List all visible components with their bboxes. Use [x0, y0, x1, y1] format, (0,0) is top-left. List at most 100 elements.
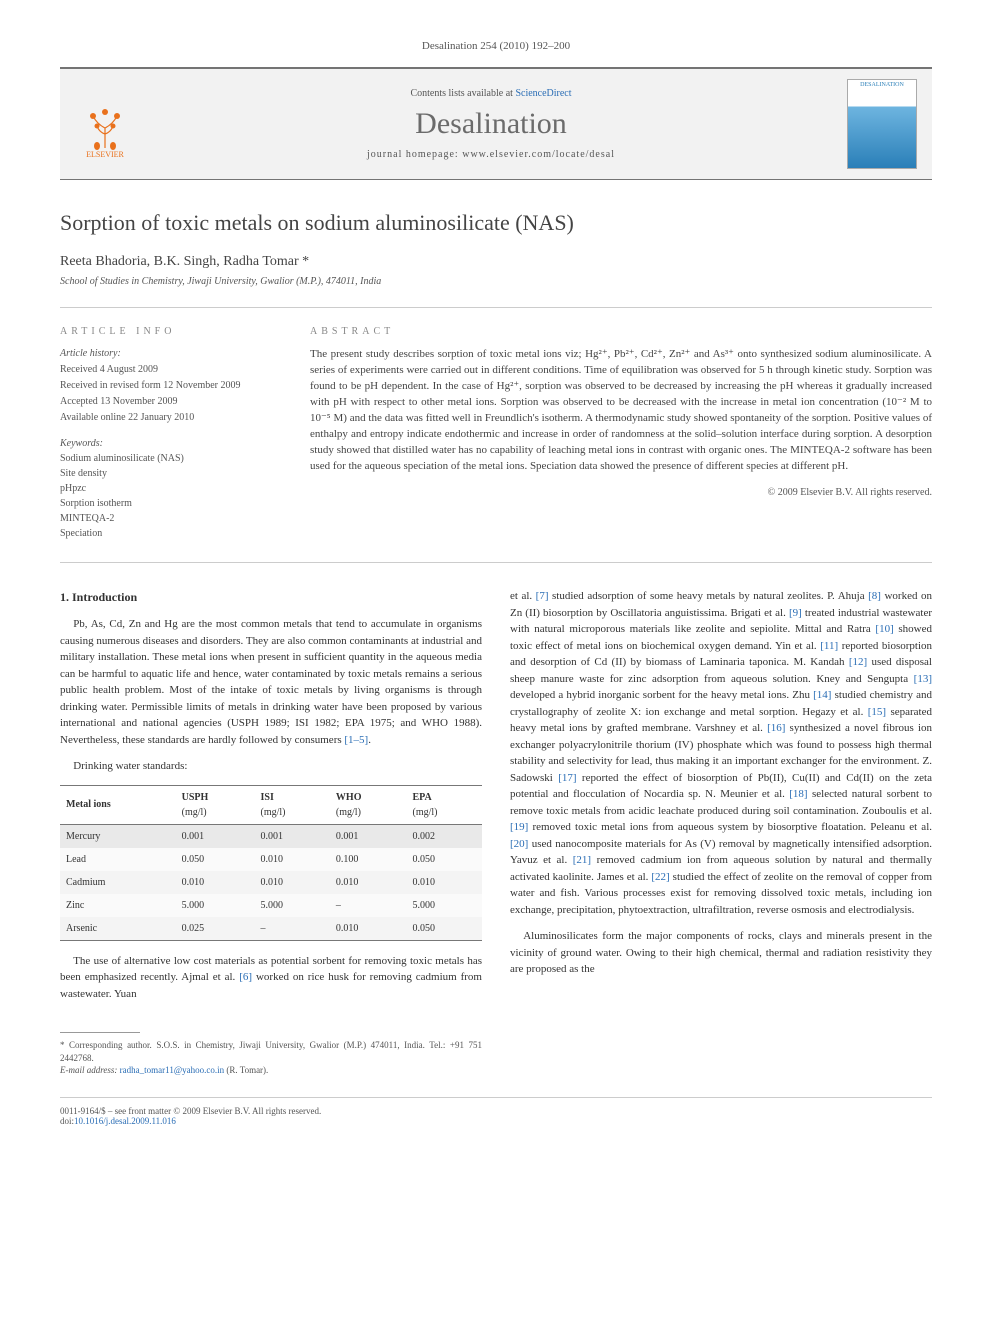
- keyword: MINTEQA-2: [60, 512, 280, 526]
- table-cell: 5.000: [254, 894, 329, 917]
- doi-link[interactable]: 10.1016/j.desal.2009.11.016: [74, 1116, 176, 1126]
- table-cell: Arsenic: [60, 917, 176, 941]
- body-text: .: [368, 734, 371, 746]
- keyword: Sorption isotherm: [60, 497, 280, 511]
- reference-link[interactable]: [21]: [573, 854, 591, 866]
- abstract-copyright: © 2009 Elsevier B.V. All rights reserved…: [310, 487, 932, 498]
- table-cell: 0.001: [254, 824, 329, 848]
- reference-link[interactable]: [16]: [767, 722, 785, 734]
- contents-prefix: Contents lists available at: [410, 88, 515, 99]
- table-cell: 0.010: [254, 871, 329, 894]
- corresponding-footnote: * Corresponding author. S.O.S. in Chemis…: [60, 1039, 482, 1064]
- body-text: Pb, As, Cd, Zn and Hg are the most commo…: [60, 618, 482, 746]
- author-names: Reeta Bhadoria, B.K. Singh, Radha Tomar: [60, 254, 302, 269]
- body-paragraph: Pb, As, Cd, Zn and Hg are the most commo…: [60, 616, 482, 748]
- table-cell: 0.001: [330, 824, 407, 848]
- body-text: developed a hybrid inorganic sorbent for…: [510, 689, 813, 701]
- authors: Reeta Bhadoria, B.K. Singh, Radha Tomar …: [60, 254, 932, 270]
- table-row: Zinc5.0005.000–5.000: [60, 894, 482, 917]
- table-header: ISI(mg/l): [254, 785, 329, 824]
- online-date: Available online 22 January 2010: [60, 411, 280, 425]
- table-cell: Mercury: [60, 824, 176, 848]
- body-text: studied adsorption of some heavy metals …: [549, 590, 869, 602]
- revised-date: Received in revised form 12 November 200…: [60, 379, 280, 393]
- table-cell: –: [330, 894, 407, 917]
- email-footnote: E-mail address: radha_tomar11@yahoo.co.i…: [60, 1064, 482, 1077]
- homepage-url[interactable]: www.elsevier.com/locate/desal: [462, 149, 615, 160]
- section-heading: 1. Introduction: [60, 588, 482, 606]
- reference-link[interactable]: [14]: [813, 689, 831, 701]
- table-header: Metal ions: [60, 785, 176, 824]
- reference-link[interactable]: [22]: [651, 871, 669, 883]
- table-cell: 0.100: [330, 848, 407, 871]
- reference-link[interactable]: [9]: [789, 607, 802, 619]
- table-row: Arsenic0.025–0.0100.050: [60, 917, 482, 941]
- affiliation: School of Studies in Chemistry, Jiwaji U…: [60, 276, 932, 287]
- reference-link[interactable]: [10]: [875, 623, 893, 635]
- reference-link[interactable]: [13]: [914, 673, 932, 685]
- body-paragraph: The use of alternative low cost material…: [60, 953, 482, 1003]
- table-row: Lead0.0500.0100.1000.050: [60, 848, 482, 871]
- table-row: Cadmium0.0100.0100.0100.010: [60, 871, 482, 894]
- journal-reference: Desalination 254 (2010) 192–200: [60, 40, 932, 52]
- homepage-prefix: journal homepage:: [367, 149, 462, 160]
- article-info-heading: ARTICLE INFO: [60, 326, 280, 337]
- body-paragraph: et al. [7] studied adsorption of some he…: [510, 588, 932, 918]
- reference-link[interactable]: [17]: [558, 772, 576, 784]
- table-cell: 0.002: [407, 824, 482, 848]
- table-cell: 0.050: [407, 917, 482, 941]
- body-paragraph: Drinking water standards:: [60, 758, 482, 775]
- table-cell: 0.010: [407, 871, 482, 894]
- history-label: Article history:: [60, 347, 280, 361]
- publisher-label: ELSEVIER: [86, 150, 124, 159]
- body-paragraph: Aluminosilicates form the major componen…: [510, 928, 932, 978]
- elsevier-tree-icon: [83, 102, 127, 150]
- keyword: pHpzc: [60, 482, 280, 496]
- front-matter-line: 0011-9164/$ – see front matter © 2009 El…: [60, 1106, 932, 1116]
- table-cell: 0.010: [176, 871, 255, 894]
- page-footer: 0011-9164/$ – see front matter © 2009 El…: [60, 1097, 932, 1126]
- abstract-text: The present study describes sorption of …: [310, 347, 932, 475]
- table-cell: 0.010: [254, 848, 329, 871]
- body-text: removed toxic metal ions from aqueous sy…: [528, 821, 932, 833]
- table-cell: Cadmium: [60, 871, 176, 894]
- reference-link[interactable]: [7]: [536, 590, 549, 602]
- drinking-water-standards-table: Metal ions USPH(mg/l) ISI(mg/l) WHO(mg/l…: [60, 785, 482, 941]
- table-header: WHO(mg/l): [330, 785, 407, 824]
- reference-link[interactable]: [6]: [239, 971, 252, 983]
- journal-cover-thumbnail: DESALINATION: [847, 79, 917, 169]
- footnote-separator: [60, 1032, 140, 1033]
- table-row: Mercury0.0010.0010.0010.002: [60, 824, 482, 848]
- reference-link[interactable]: [19]: [510, 821, 528, 833]
- reference-link[interactable]: [11]: [820, 640, 838, 652]
- reference-link[interactable]: [15]: [868, 706, 886, 718]
- reference-link[interactable]: [1–5]: [344, 734, 368, 746]
- table-body: Mercury0.0010.0010.0010.002Lead0.0500.01…: [60, 824, 482, 940]
- keywords-label: Keywords:: [60, 437, 280, 451]
- journal-header: ELSEVIER Contents lists available at Sci…: [60, 67, 932, 180]
- table-cell: 0.010: [330, 871, 407, 894]
- email-suffix: (R. Tomar).: [224, 1065, 268, 1075]
- body-text: et al.: [510, 590, 536, 602]
- homepage-line: journal homepage: www.elsevier.com/locat…: [150, 149, 832, 160]
- table-cell: 5.000: [407, 894, 482, 917]
- table-cell: 0.025: [176, 917, 255, 941]
- email-link[interactable]: radha_tomar11@yahoo.co.in: [120, 1065, 224, 1075]
- reference-link[interactable]: [8]: [868, 590, 881, 602]
- reference-link[interactable]: [18]: [789, 788, 807, 800]
- keyword: Sodium aluminosilicate (NAS): [60, 452, 280, 466]
- reference-link[interactable]: [20]: [510, 838, 528, 850]
- table-header: EPA(mg/l): [407, 785, 482, 824]
- table-cell: 0.010: [330, 917, 407, 941]
- sciencedirect-link[interactable]: ScienceDirect: [515, 88, 571, 99]
- accepted-date: Accepted 13 November 2009: [60, 395, 280, 409]
- elsevier-logo: ELSEVIER: [75, 89, 135, 159]
- table-cell: 5.000: [176, 894, 255, 917]
- received-date: Received 4 August 2009: [60, 363, 280, 377]
- abstract-heading: ABSTRACT: [310, 326, 932, 337]
- article-info-column: ARTICLE INFO Article history: Received 4…: [60, 326, 280, 542]
- table-cell: 0.050: [176, 848, 255, 871]
- keyword: Site density: [60, 467, 280, 481]
- reference-link[interactable]: [12]: [849, 656, 867, 668]
- table-cell: –: [254, 917, 329, 941]
